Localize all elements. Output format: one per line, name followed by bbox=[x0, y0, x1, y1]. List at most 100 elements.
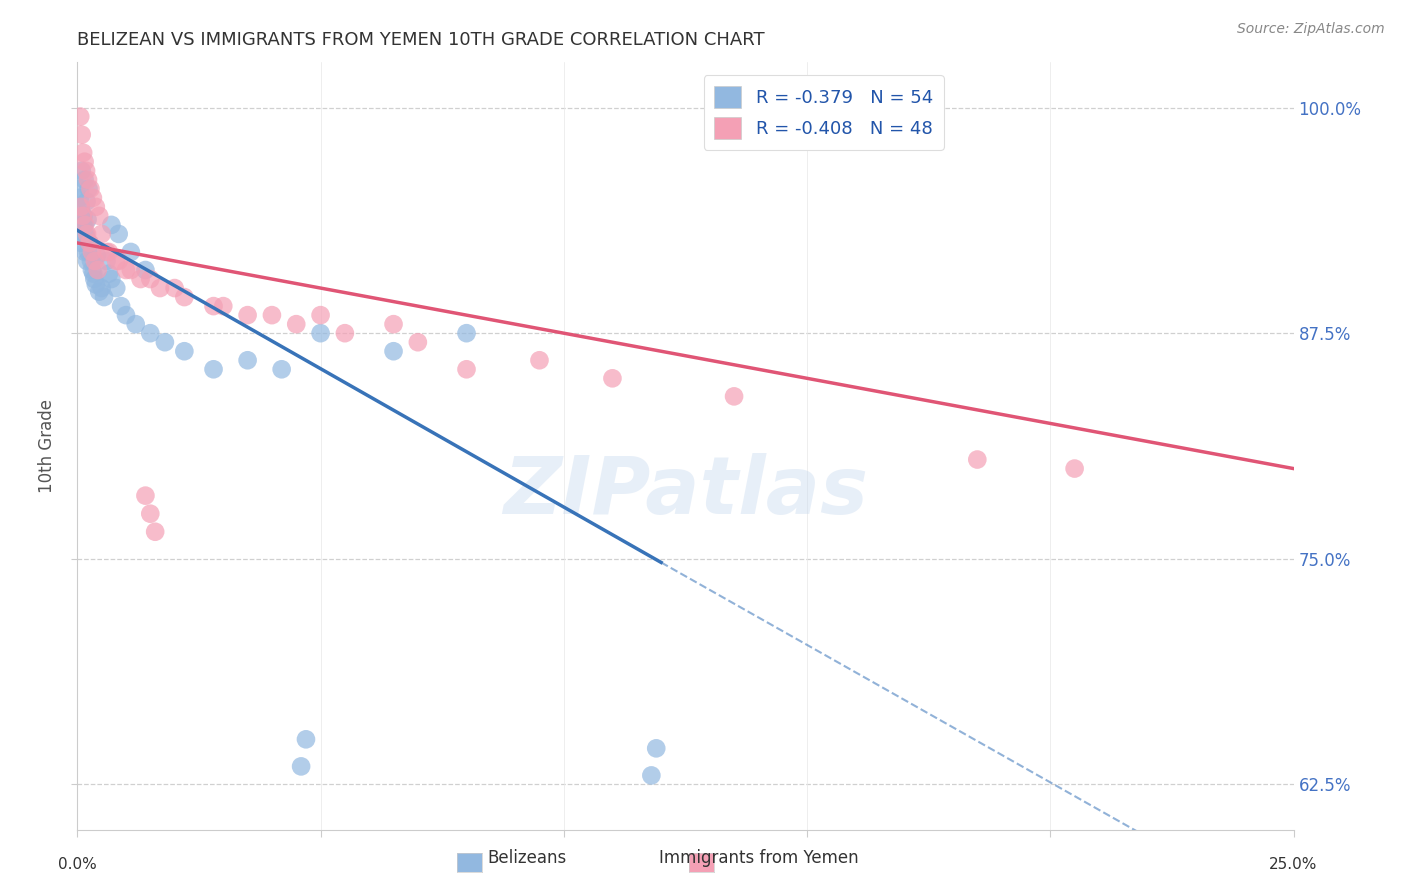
Point bbox=[382, 317, 405, 331]
Point bbox=[333, 326, 356, 341]
Point bbox=[79, 235, 101, 250]
Text: 0.0%: 0.0% bbox=[58, 856, 97, 871]
Point bbox=[270, 362, 292, 376]
Point bbox=[602, 371, 624, 385]
Point bbox=[285, 317, 308, 331]
Point bbox=[75, 244, 97, 259]
Point bbox=[260, 308, 283, 322]
Point bbox=[73, 218, 96, 232]
Text: Source: ZipAtlas.com: Source: ZipAtlas.com bbox=[1237, 22, 1385, 37]
Point bbox=[75, 227, 97, 241]
Point bbox=[69, 110, 91, 124]
Point bbox=[139, 326, 162, 341]
Point bbox=[163, 281, 186, 295]
Point bbox=[212, 299, 235, 313]
Point bbox=[80, 254, 103, 268]
Point bbox=[76, 254, 98, 268]
Point bbox=[76, 194, 98, 209]
Point bbox=[125, 317, 148, 331]
Point bbox=[83, 254, 105, 268]
Point bbox=[72, 218, 94, 232]
Point bbox=[173, 290, 195, 304]
Point bbox=[73, 154, 96, 169]
Text: 25.0%: 25.0% bbox=[1270, 856, 1317, 871]
Point bbox=[645, 741, 668, 756]
Point bbox=[456, 362, 478, 376]
Point bbox=[84, 200, 107, 214]
Text: BELIZEAN VS IMMIGRANTS FROM YEMEN 10TH GRADE CORRELATION CHART: BELIZEAN VS IMMIGRANTS FROM YEMEN 10TH G… bbox=[77, 31, 765, 49]
Point bbox=[84, 277, 107, 292]
Point bbox=[93, 290, 115, 304]
Point bbox=[69, 200, 91, 214]
Point bbox=[75, 163, 97, 178]
Point bbox=[82, 267, 104, 281]
Point bbox=[69, 191, 91, 205]
Point bbox=[70, 128, 93, 142]
Point bbox=[90, 281, 112, 295]
Point bbox=[96, 244, 118, 259]
Point bbox=[69, 200, 91, 214]
Point bbox=[69, 227, 91, 241]
Point bbox=[202, 299, 225, 313]
Point bbox=[529, 353, 551, 368]
Point bbox=[153, 335, 176, 350]
Point bbox=[75, 230, 97, 244]
Point bbox=[76, 227, 98, 241]
Point bbox=[79, 235, 101, 250]
Point bbox=[79, 182, 101, 196]
Point bbox=[382, 344, 405, 359]
Point bbox=[73, 173, 96, 187]
Point bbox=[115, 308, 138, 322]
Point bbox=[72, 209, 94, 223]
Point bbox=[236, 353, 259, 368]
Point bbox=[70, 163, 93, 178]
Point bbox=[70, 235, 93, 250]
Point bbox=[120, 244, 142, 259]
Point bbox=[110, 299, 132, 313]
Point bbox=[77, 173, 100, 187]
Point bbox=[143, 524, 166, 539]
Point bbox=[90, 227, 112, 241]
Point bbox=[115, 263, 138, 277]
Point bbox=[406, 335, 429, 350]
Point bbox=[236, 308, 259, 322]
Point bbox=[69, 182, 91, 196]
Point bbox=[87, 263, 110, 277]
Point bbox=[77, 182, 100, 196]
Point bbox=[105, 254, 128, 268]
Point bbox=[309, 308, 332, 322]
Point bbox=[89, 285, 111, 299]
Point bbox=[86, 249, 108, 263]
Text: ZIPatlas: ZIPatlas bbox=[503, 453, 868, 531]
Point bbox=[97, 267, 120, 281]
Legend: R = -0.379   N = 54, R = -0.408   N = 48: R = -0.379 N = 54, R = -0.408 N = 48 bbox=[703, 75, 943, 150]
Point bbox=[76, 212, 98, 227]
Point bbox=[134, 263, 156, 277]
Point bbox=[202, 362, 225, 376]
Point bbox=[72, 209, 94, 223]
Point bbox=[295, 732, 318, 747]
Point bbox=[134, 489, 156, 503]
Point bbox=[1063, 461, 1085, 475]
Point bbox=[290, 759, 312, 773]
Text: Immigrants from Yemen: Immigrants from Yemen bbox=[659, 849, 859, 867]
Point bbox=[723, 389, 745, 403]
Point bbox=[70, 209, 93, 223]
Point bbox=[105, 281, 128, 295]
Point bbox=[97, 244, 120, 259]
Y-axis label: 10th Grade: 10th Grade bbox=[38, 399, 56, 493]
Point bbox=[456, 326, 478, 341]
Point bbox=[309, 326, 332, 341]
Point bbox=[77, 244, 100, 259]
Text: Belizeans: Belizeans bbox=[488, 849, 567, 867]
Point bbox=[139, 507, 162, 521]
Point bbox=[640, 768, 662, 782]
Point bbox=[80, 244, 103, 259]
Point bbox=[89, 209, 111, 223]
Point bbox=[966, 452, 988, 467]
Point bbox=[72, 145, 94, 160]
Point bbox=[100, 218, 122, 232]
Point bbox=[107, 254, 129, 268]
Point bbox=[96, 254, 118, 268]
Point bbox=[80, 263, 103, 277]
